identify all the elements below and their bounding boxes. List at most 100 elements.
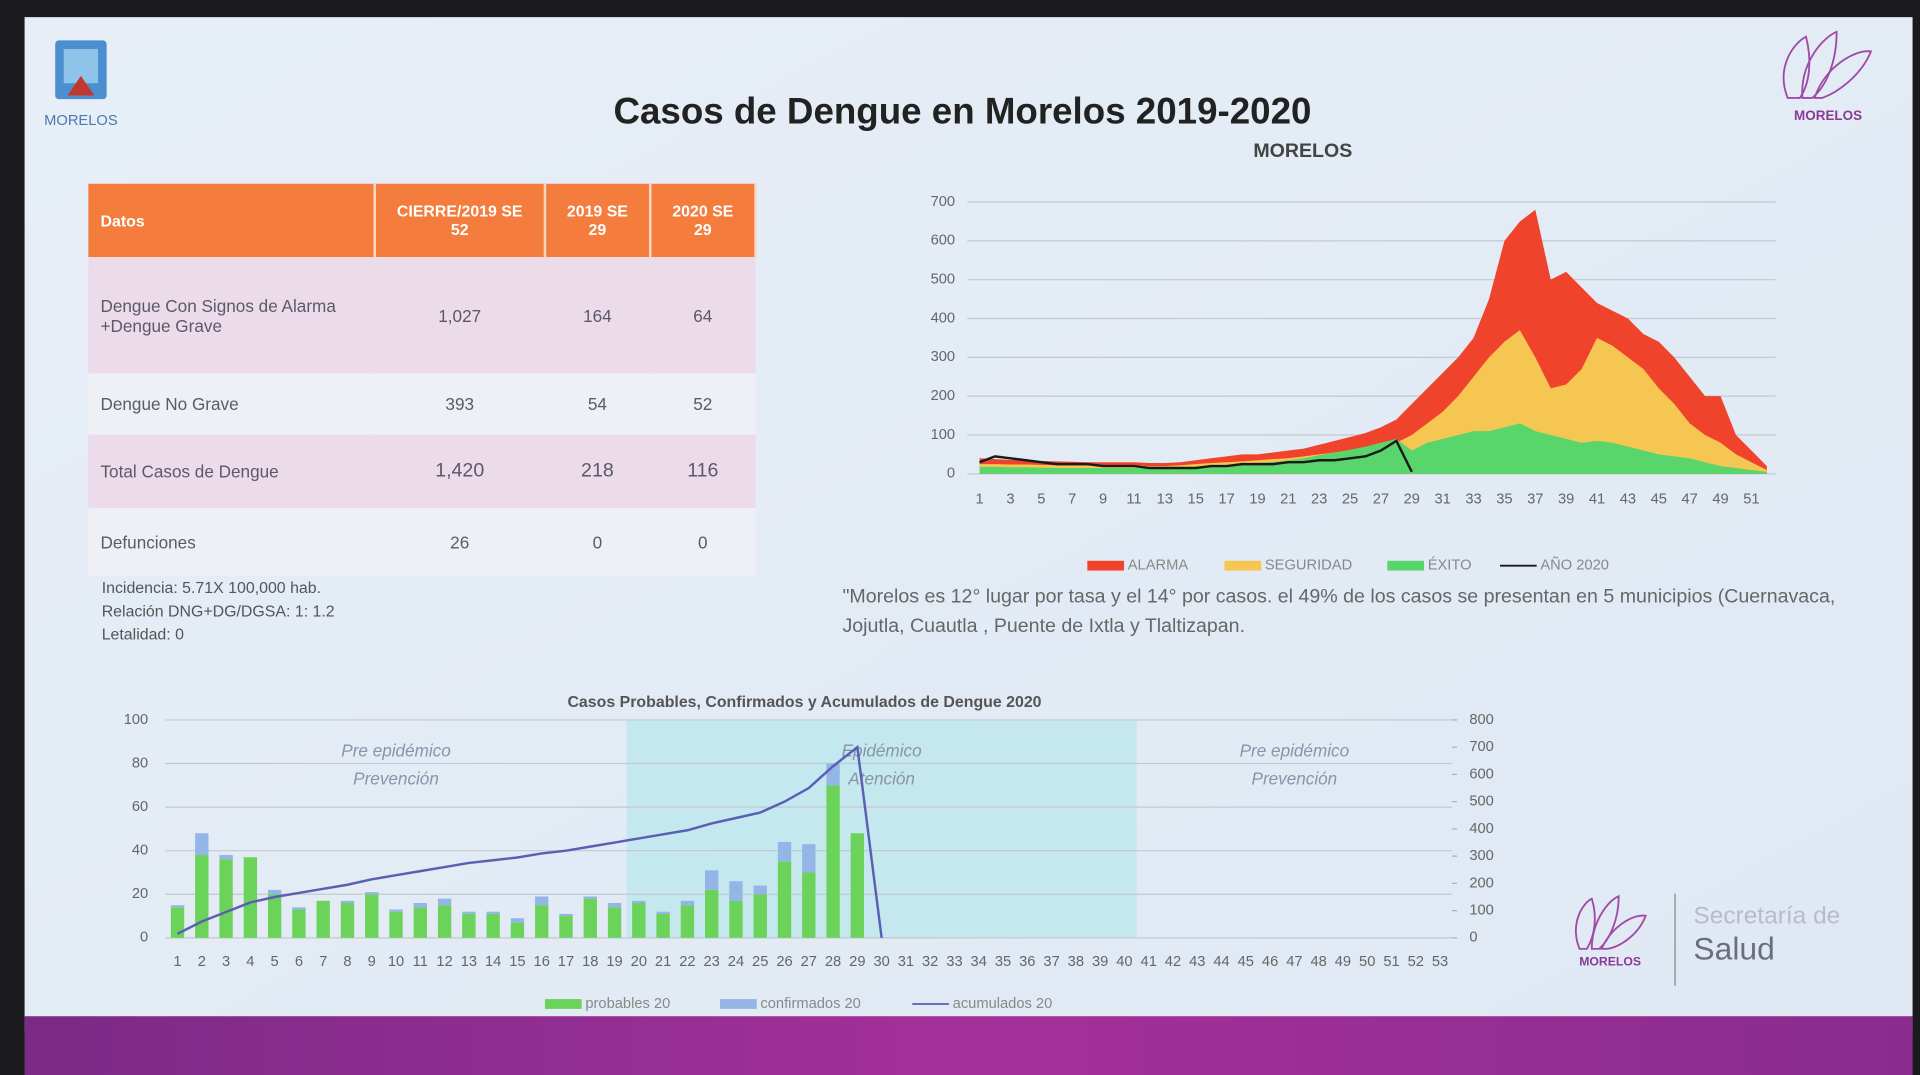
y-tick-label: 500 bbox=[931, 272, 956, 288]
x-tick-label: 31 bbox=[898, 954, 914, 970]
bar bbox=[607, 903, 622, 908]
x-tick-label: 9 bbox=[368, 954, 376, 970]
x-tick-label: 26 bbox=[776, 954, 792, 970]
x-tick-label: 42 bbox=[1165, 954, 1181, 970]
line bbox=[979, 439, 1413, 473]
x-tick-label: 20 bbox=[631, 954, 647, 970]
y-tick-label: 200 bbox=[931, 388, 956, 404]
legend-swatch bbox=[1224, 560, 1262, 571]
bar bbox=[437, 898, 452, 906]
x-tick-label: 4 bbox=[246, 954, 254, 970]
bar bbox=[607, 907, 622, 938]
x-tick-label: 14 bbox=[485, 954, 501, 970]
x-tick-label: 34 bbox=[971, 954, 987, 970]
logo-petal bbox=[1813, 50, 1873, 99]
bar bbox=[195, 855, 209, 938]
phase-label: Epidémico bbox=[842, 740, 922, 760]
cell: 393 bbox=[374, 373, 545, 435]
x-tick-label: 15 bbox=[509, 954, 525, 970]
cell: 1,027 bbox=[374, 257, 545, 374]
bar bbox=[753, 885, 767, 895]
bar bbox=[389, 911, 403, 938]
bar bbox=[437, 905, 452, 938]
x-tick-label: 12 bbox=[436, 954, 452, 970]
x-tick-label: 29 bbox=[1404, 491, 1420, 507]
logo-text: MORELOS bbox=[1794, 108, 1862, 123]
bar bbox=[632, 903, 646, 938]
bar bbox=[680, 900, 695, 906]
cell: 0 bbox=[650, 508, 756, 576]
table-note: Incidencia: 5.71X 100,000 hab. bbox=[102, 580, 321, 597]
y-tick-label: 600 bbox=[931, 233, 956, 249]
x-tick-label: 5 bbox=[1037, 491, 1045, 507]
table-note: Letalidad: 0 bbox=[102, 627, 184, 644]
bar bbox=[850, 833, 865, 938]
table-row: Defunciones 26 0 0 bbox=[88, 508, 756, 576]
bar bbox=[292, 907, 306, 910]
y-tick-label: 40 bbox=[132, 843, 148, 859]
x-tick-label: 23 bbox=[1311, 491, 1327, 507]
header-cell: 2020 SE 29 bbox=[650, 183, 757, 258]
x-tick-label: 7 bbox=[1068, 491, 1076, 507]
legend-swatch bbox=[720, 999, 757, 1009]
y2-tick-label: 200 bbox=[1469, 875, 1494, 891]
bar bbox=[170, 905, 185, 908]
legend-label: SEGURIDAD bbox=[1265, 558, 1352, 574]
quote-container: "Morelos es 12° lugar por tasa y el 14° … bbox=[842, 586, 1835, 636]
x-tick-label: 19 bbox=[606, 954, 622, 970]
bar bbox=[777, 841, 792, 862]
x-tick-label: 5 bbox=[271, 954, 279, 970]
table-row: Dengue No Grave 393 54 52 bbox=[88, 373, 756, 435]
legend-label: AÑO 2020 bbox=[1540, 557, 1609, 574]
phase-label: Pre epidémico bbox=[341, 740, 450, 760]
x-tick-label: 29 bbox=[849, 954, 865, 970]
x-tick-label: 28 bbox=[825, 954, 841, 970]
cell: 52 bbox=[650, 373, 756, 435]
bar bbox=[583, 898, 597, 938]
x-tick-label: 1 bbox=[976, 491, 984, 507]
bar bbox=[729, 881, 743, 901]
row-label: Dengue Con Signos de Alarma +Dengue Grav… bbox=[88, 257, 375, 374]
x-tick-label: 3 bbox=[1006, 491, 1014, 507]
y-tick-label: 300 bbox=[931, 349, 956, 365]
x-tick-label: 3 bbox=[222, 954, 230, 970]
legend-label: acumulados 20 bbox=[953, 996, 1053, 1012]
x-tick-label: 37 bbox=[1527, 491, 1543, 507]
x-tick-label: 51 bbox=[1383, 954, 1399, 970]
org-line2: Salud bbox=[1693, 931, 1774, 967]
line bbox=[176, 744, 883, 939]
x-tick-label: 7 bbox=[319, 954, 327, 970]
logo-petal bbox=[1782, 35, 1811, 99]
y-tick-label: 700 bbox=[931, 194, 956, 210]
y-tick-label: 100 bbox=[124, 712, 149, 728]
y2-tick-label: 800 bbox=[1469, 712, 1494, 728]
x-tick-label: 30 bbox=[873, 954, 889, 970]
y-tick-label: 0 bbox=[140, 930, 148, 946]
bar bbox=[777, 861, 792, 938]
cell: 116 bbox=[650, 434, 756, 509]
cell: 64 bbox=[650, 257, 756, 374]
table-row: Dengue Con Signos de Alarma +Dengue Grav… bbox=[88, 257, 756, 374]
bar bbox=[267, 894, 282, 938]
y-tick-label: 80 bbox=[132, 755, 148, 771]
legend-swatch bbox=[1387, 560, 1425, 571]
x-tick-label: 41 bbox=[1589, 491, 1605, 507]
phase-label: Pre epidémico bbox=[1240, 740, 1349, 760]
bar bbox=[559, 913, 573, 917]
phase-label: Prevención bbox=[353, 768, 439, 788]
bar bbox=[753, 894, 767, 938]
logo-left: MORELOS bbox=[44, 40, 118, 129]
row-label: Dengue No Grave bbox=[88, 373, 375, 435]
cell: 218 bbox=[544, 434, 651, 509]
logo-mark bbox=[67, 75, 95, 96]
bar bbox=[802, 872, 816, 938]
x-tick-label: 49 bbox=[1712, 491, 1728, 507]
x-tick-label: 51 bbox=[1743, 491, 1759, 507]
x-tick-label: 43 bbox=[1620, 491, 1636, 507]
x-tick-label: 46 bbox=[1262, 954, 1278, 970]
y2-tick-label: 300 bbox=[1469, 848, 1494, 864]
x-tick-label: 49 bbox=[1335, 954, 1351, 970]
bar bbox=[510, 918, 525, 923]
bottom-band bbox=[24, 1016, 1913, 1075]
